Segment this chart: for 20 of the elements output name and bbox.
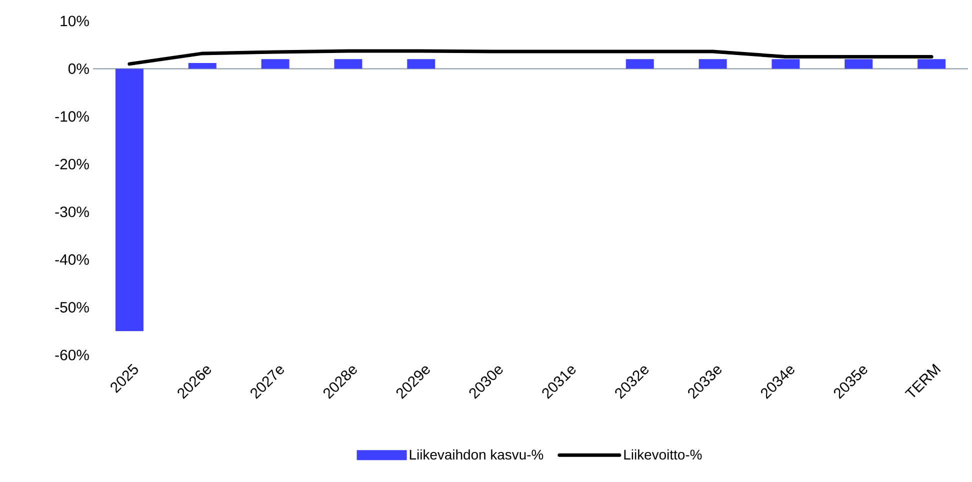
bar [334, 59, 362, 69]
bar [188, 62, 216, 69]
bar [261, 59, 290, 69]
bar [698, 59, 727, 69]
y-tick-label: -50% [55, 302, 89, 313]
y-tick-label: 0% [68, 63, 89, 74]
y-tick-label: -20% [55, 158, 89, 170]
legend-label: Liikevaihdon kasvu-% [410, 449, 544, 460]
bar [844, 59, 873, 69]
bar [626, 59, 654, 69]
legend-label: Liikevoitto-% [624, 449, 702, 460]
bar [115, 68, 144, 332]
y-tick-label: -10% [55, 111, 89, 122]
bar [407, 59, 436, 69]
y-tick-label: -60% [55, 350, 89, 360]
bar [918, 59, 946, 69]
y-tick-label: -40% [55, 254, 89, 265]
bar [772, 59, 800, 69]
y-tick-label: -30% [55, 206, 89, 218]
y-tick-label: 10% [60, 16, 89, 26]
